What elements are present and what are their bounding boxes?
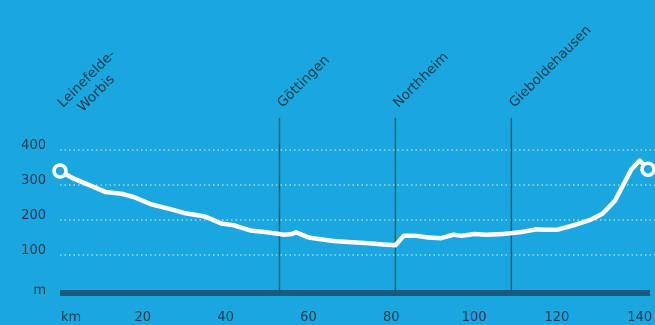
end-point-marker <box>640 161 655 177</box>
y-tick-label: 100 <box>21 243 46 258</box>
y-tick-label: 400 <box>21 138 46 153</box>
x-tick-label: 20 <box>135 310 152 325</box>
x-tick-label: 80 <box>383 310 400 325</box>
y-tick-label: 300 <box>21 173 46 188</box>
x-axis-ticks: km 20 40 60 80 100 120 140 <box>61 310 652 325</box>
stop-labels: Leinefelde-Worbis Göttingen Northheim Giebo… <box>55 22 595 116</box>
stop-label: Göttingen <box>274 52 333 111</box>
stop-label-line: Northheim <box>390 49 452 111</box>
stop-label-line: Göttingen <box>274 52 333 111</box>
stop-label: Gieboldehausen <box>506 22 595 111</box>
x-tick-label: 140 <box>627 310 652 325</box>
y-axis-label: m <box>33 283 46 298</box>
stop-markers <box>278 118 513 290</box>
x-tick-label: 40 <box>217 310 234 325</box>
stop-label: Leinefelde-Worbis <box>55 47 119 116</box>
x-axis-label: km <box>61 310 81 325</box>
gridlines <box>60 149 655 256</box>
x-tick-label: 60 <box>300 310 317 325</box>
y-axis-ticks: m 100 200 300 400 <box>21 138 46 298</box>
start-point-marker <box>52 163 68 179</box>
stop-label: Northheim <box>390 49 452 111</box>
stop-label-line: Gieboldehausen <box>506 22 595 111</box>
elevation-line <box>57 158 651 248</box>
x-axis-bar <box>60 290 650 296</box>
x-tick-label: 100 <box>462 310 487 325</box>
x-tick-label: 120 <box>544 310 569 325</box>
route-endpoints <box>52 161 655 179</box>
y-tick-label: 200 <box>21 208 46 223</box>
